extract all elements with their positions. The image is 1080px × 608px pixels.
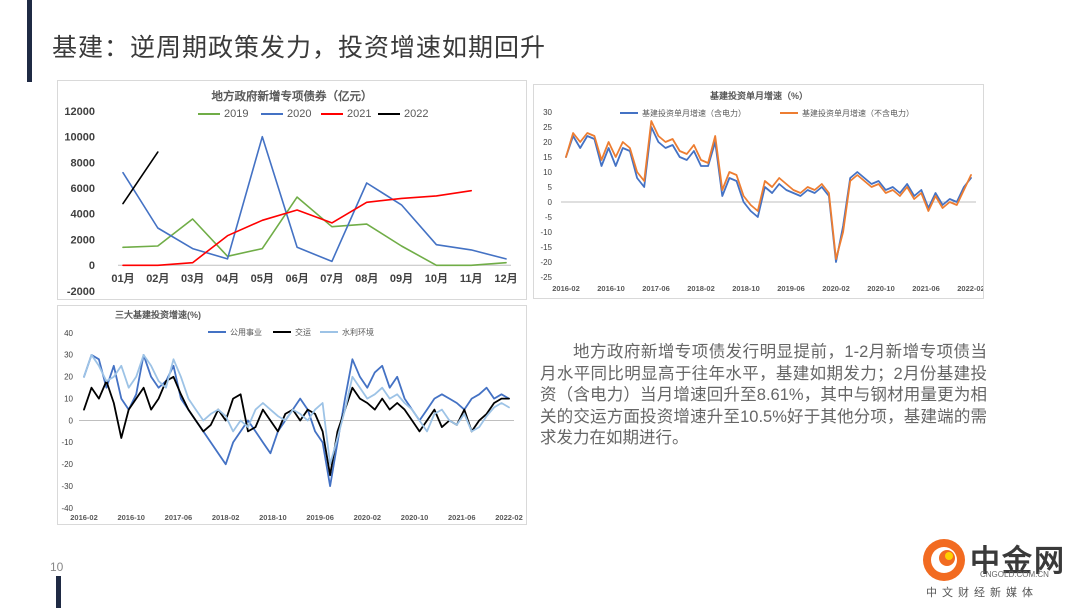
chart1-series-line-2020: [122, 135, 507, 263]
chart1-y-tick-label: 10000: [64, 132, 95, 144]
chart2-x-tick-label: 2018-10: [732, 284, 760, 293]
chart3-series-line-水利环境: [83, 354, 510, 466]
chart2-series-line-基建投资单月增速（不含电力）: [565, 120, 972, 260]
chart3-legend-label: 公用事业: [230, 327, 262, 337]
bond-issuance-chart-svg: 地方政府新增专项债券（亿元） 2019 2020 2021 2022 12000 10000…: [64, 89, 517, 298]
page-number: 10: [50, 560, 64, 574]
chart1-y-tick-label: 4000: [71, 209, 95, 221]
chart1-y-tick-label: 0: [89, 260, 95, 272]
chart1-x-tick-label: 06月: [285, 272, 308, 285]
chart3-x-tick-label: 2016-10: [117, 513, 145, 522]
chart1-x-tick-label: 12月: [494, 272, 517, 285]
chart3-y-tick-label: -20: [61, 460, 73, 469]
infra-monthly-growth-chart-svg: 基建投资单月增速（%） 基建投资单月增速（含电力） 基建投资单月增速（不含电力） 30…: [540, 90, 983, 293]
chart1-series-line-2019: [122, 196, 507, 267]
chart2-y-tick-label: 15: [543, 153, 552, 162]
chart2-x-tick-label: 2019-06: [777, 284, 805, 293]
chart3-x-tick-label: 2020-10: [401, 513, 429, 522]
chart3-y-tick-label: -10: [61, 438, 73, 447]
chart2-x-tick-label: 2017-06: [642, 284, 670, 293]
chart1-legend-label: 2022: [404, 108, 428, 120]
chart1-x-tick-label: 01月: [111, 272, 134, 285]
chart2-y-tick-label: -15: [540, 243, 552, 252]
chart3-y-tick-label: -30: [61, 482, 73, 491]
chart1-x-tick-label: 02月: [146, 272, 169, 285]
logo-slogan-text: 中文财经新媒体: [926, 587, 1038, 599]
chart3-title: 三大基建投资增速(%): [115, 309, 201, 320]
chart1-x-tick-label: 04月: [216, 272, 239, 285]
title-accent-bar: [27, 0, 32, 82]
chart3-x-tick-label: 2021-06: [448, 513, 476, 522]
three-infra-growth-chart: 三大基建投资增速(%) 公用事业 交运 水利环境 40 30 20 10 0 -10 -20 -30 -…: [57, 305, 527, 525]
chart3-x-tick-label: 2018-02: [212, 513, 240, 522]
chart2-title: 基建投资单月增速（%）: [709, 90, 808, 101]
chart3-y-tick-label: 0: [69, 416, 74, 425]
chart1-x-tick-label: 10月: [425, 272, 448, 285]
chart1-x-tick-label: 07月: [320, 272, 343, 285]
chart3-legend-label: 水利环境: [342, 327, 374, 337]
chart3-y-tick-label: 30: [64, 351, 73, 360]
chart1-x-tick-label: 11月: [460, 272, 483, 285]
chart2-series-line-基建投资单月增速（含电力）: [565, 126, 972, 263]
footer-accent-bar: [56, 576, 61, 608]
chart2-y-tick-label: 5: [548, 183, 553, 192]
chart2-y-tick-label: 25: [543, 123, 552, 132]
chart2-x-tick-label: 2018-02: [687, 284, 715, 293]
chart3-series-line-交运: [83, 375, 510, 477]
chart3-x-tick-label: 2019-06: [306, 513, 334, 522]
logo-main-text: 中金网: [970, 545, 1066, 578]
chart2-x-tick-label: 2020-10: [867, 284, 895, 293]
chart3-x-tick-label: 2016-02: [70, 513, 98, 522]
chart3-legend-label: 交运: [295, 327, 311, 337]
chart3-y-tick-label: 40: [64, 329, 73, 338]
chart1-legend-label: 2021: [347, 108, 371, 120]
chart2-x-tick-label: 2022-02: [957, 284, 983, 293]
slide-title: 基建：逆周期政策发力，投资增速如期回升: [52, 34, 547, 62]
chart3-series-line-公用事业: [83, 354, 510, 488]
chart2-y-tick-label: -10: [540, 228, 552, 237]
chart2-y-tick-label: 20: [543, 138, 552, 147]
chart1-y-tick-label: -2000: [67, 286, 95, 298]
three-infra-growth-chart-svg: 三大基建投资增速(%) 公用事业 交运 水利环境 40 30 20 10 0 -10 -20 -30 -…: [61, 309, 523, 522]
chart1-legend-label: 2020: [287, 108, 311, 120]
chart1-x-tick-label: 09月: [390, 272, 413, 285]
chart1-title: 地方政府新增专项债券（亿元）: [212, 89, 373, 103]
chart1-x-tick-label: 03月: [181, 272, 204, 285]
chart1-y-tick-label: 2000: [71, 234, 95, 246]
bond-issuance-chart: 地方政府新增专项债券（亿元） 2019 2020 2021 2022 12000 10000…: [57, 80, 527, 300]
chart1-y-tick-label: 6000: [71, 183, 95, 195]
chart3-x-tick-label: 2022-02: [495, 513, 523, 522]
chart2-y-tick-label: 0: [548, 198, 553, 207]
chart3-y-tick-label: 10: [64, 394, 73, 403]
infra-monthly-growth-chart: 基建投资单月增速（%） 基建投资单月增速（含电力） 基建投资单月增速（不含电力） 30…: [533, 84, 984, 299]
chart2-x-tick-label: 2016-02: [552, 284, 580, 293]
swirl-logo-icon: [923, 539, 965, 581]
chart2-y-tick-label: -5: [545, 213, 553, 222]
chart3-x-tick-label: 2018-10: [259, 513, 287, 522]
chart1-series-line-2022: [122, 151, 159, 205]
analysis-paragraph: 地方政府新增专项债发行明显提前，1-2月新增专项债当月水平同比明显高于往年水平，…: [540, 343, 987, 447]
chart3-x-tick-label: 2017-06: [165, 513, 193, 522]
chart1-legend-label: 2019: [224, 108, 248, 120]
chart1-x-tick-label: 08月: [355, 272, 378, 285]
cngold-logo: 中金网 CNGOLD.COM.CN 中文财经新媒体: [918, 532, 1068, 602]
chart2-x-tick-label: 2021-06: [912, 284, 940, 293]
chart2-legend-label: 基建投资单月增速（不含电力）: [802, 108, 914, 118]
chart1-series-line-2021: [122, 189, 473, 267]
chart3-y-tick-label: 20: [64, 373, 73, 382]
chart1-x-tick-label: 05月: [251, 272, 274, 285]
chart2-y-tick-label: 10: [543, 168, 552, 177]
chart1-y-tick-label: 8000: [71, 157, 95, 169]
chart2-legend-label: 基建投资单月增速（含电力）: [642, 108, 746, 118]
chart2-x-tick-label: 2020-02: [822, 284, 850, 293]
chart2-y-tick-label: -25: [540, 273, 552, 282]
chart2-x-tick-label: 2016-10: [597, 284, 625, 293]
chart3-y-tick-label: -40: [61, 504, 73, 513]
chart2-y-tick-label: 30: [543, 108, 552, 117]
chart2-y-tick-label: -20: [540, 258, 552, 267]
logo-domain-text: CNGOLD.COM.CN: [980, 570, 1049, 579]
chart1-y-tick-label: 12000: [64, 106, 95, 118]
chart3-x-tick-label: 2020-02: [354, 513, 382, 522]
